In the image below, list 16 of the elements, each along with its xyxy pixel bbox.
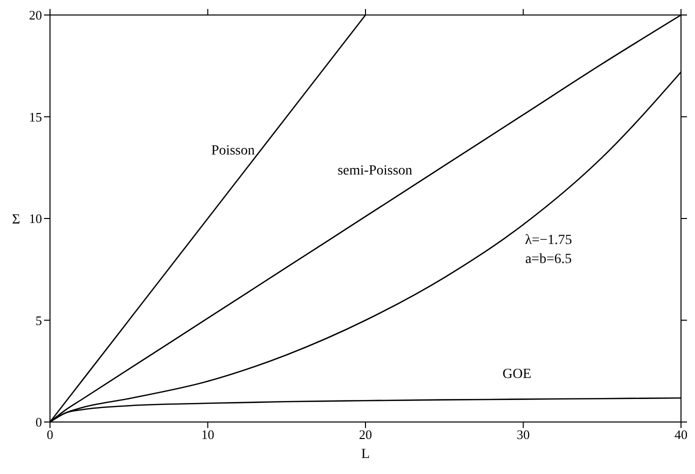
x-tick-label: 10 <box>201 427 214 442</box>
series-label: semi-Poisson <box>338 164 412 179</box>
series-label: Poisson <box>211 143 255 158</box>
y-tick-label: 20 <box>29 8 42 23</box>
y-tick-label: 5 <box>36 312 42 328</box>
y-tick-label: 15 <box>29 109 42 124</box>
x-tick-label: 20 <box>359 427 372 442</box>
y-axis-title: Σ <box>12 212 20 228</box>
series-label: GOE <box>502 367 532 382</box>
series-label: λ=−1.75 a=b=6.5 <box>524 232 572 268</box>
y-tick-label: 0 <box>36 414 42 430</box>
x-tick-label: 40 <box>674 427 688 442</box>
x-tick-label: 30 <box>516 427 530 442</box>
y-tick-label: 10 <box>29 211 42 226</box>
x-tick-label: 0 <box>46 427 54 442</box>
x-axis-title: L <box>361 447 370 462</box>
